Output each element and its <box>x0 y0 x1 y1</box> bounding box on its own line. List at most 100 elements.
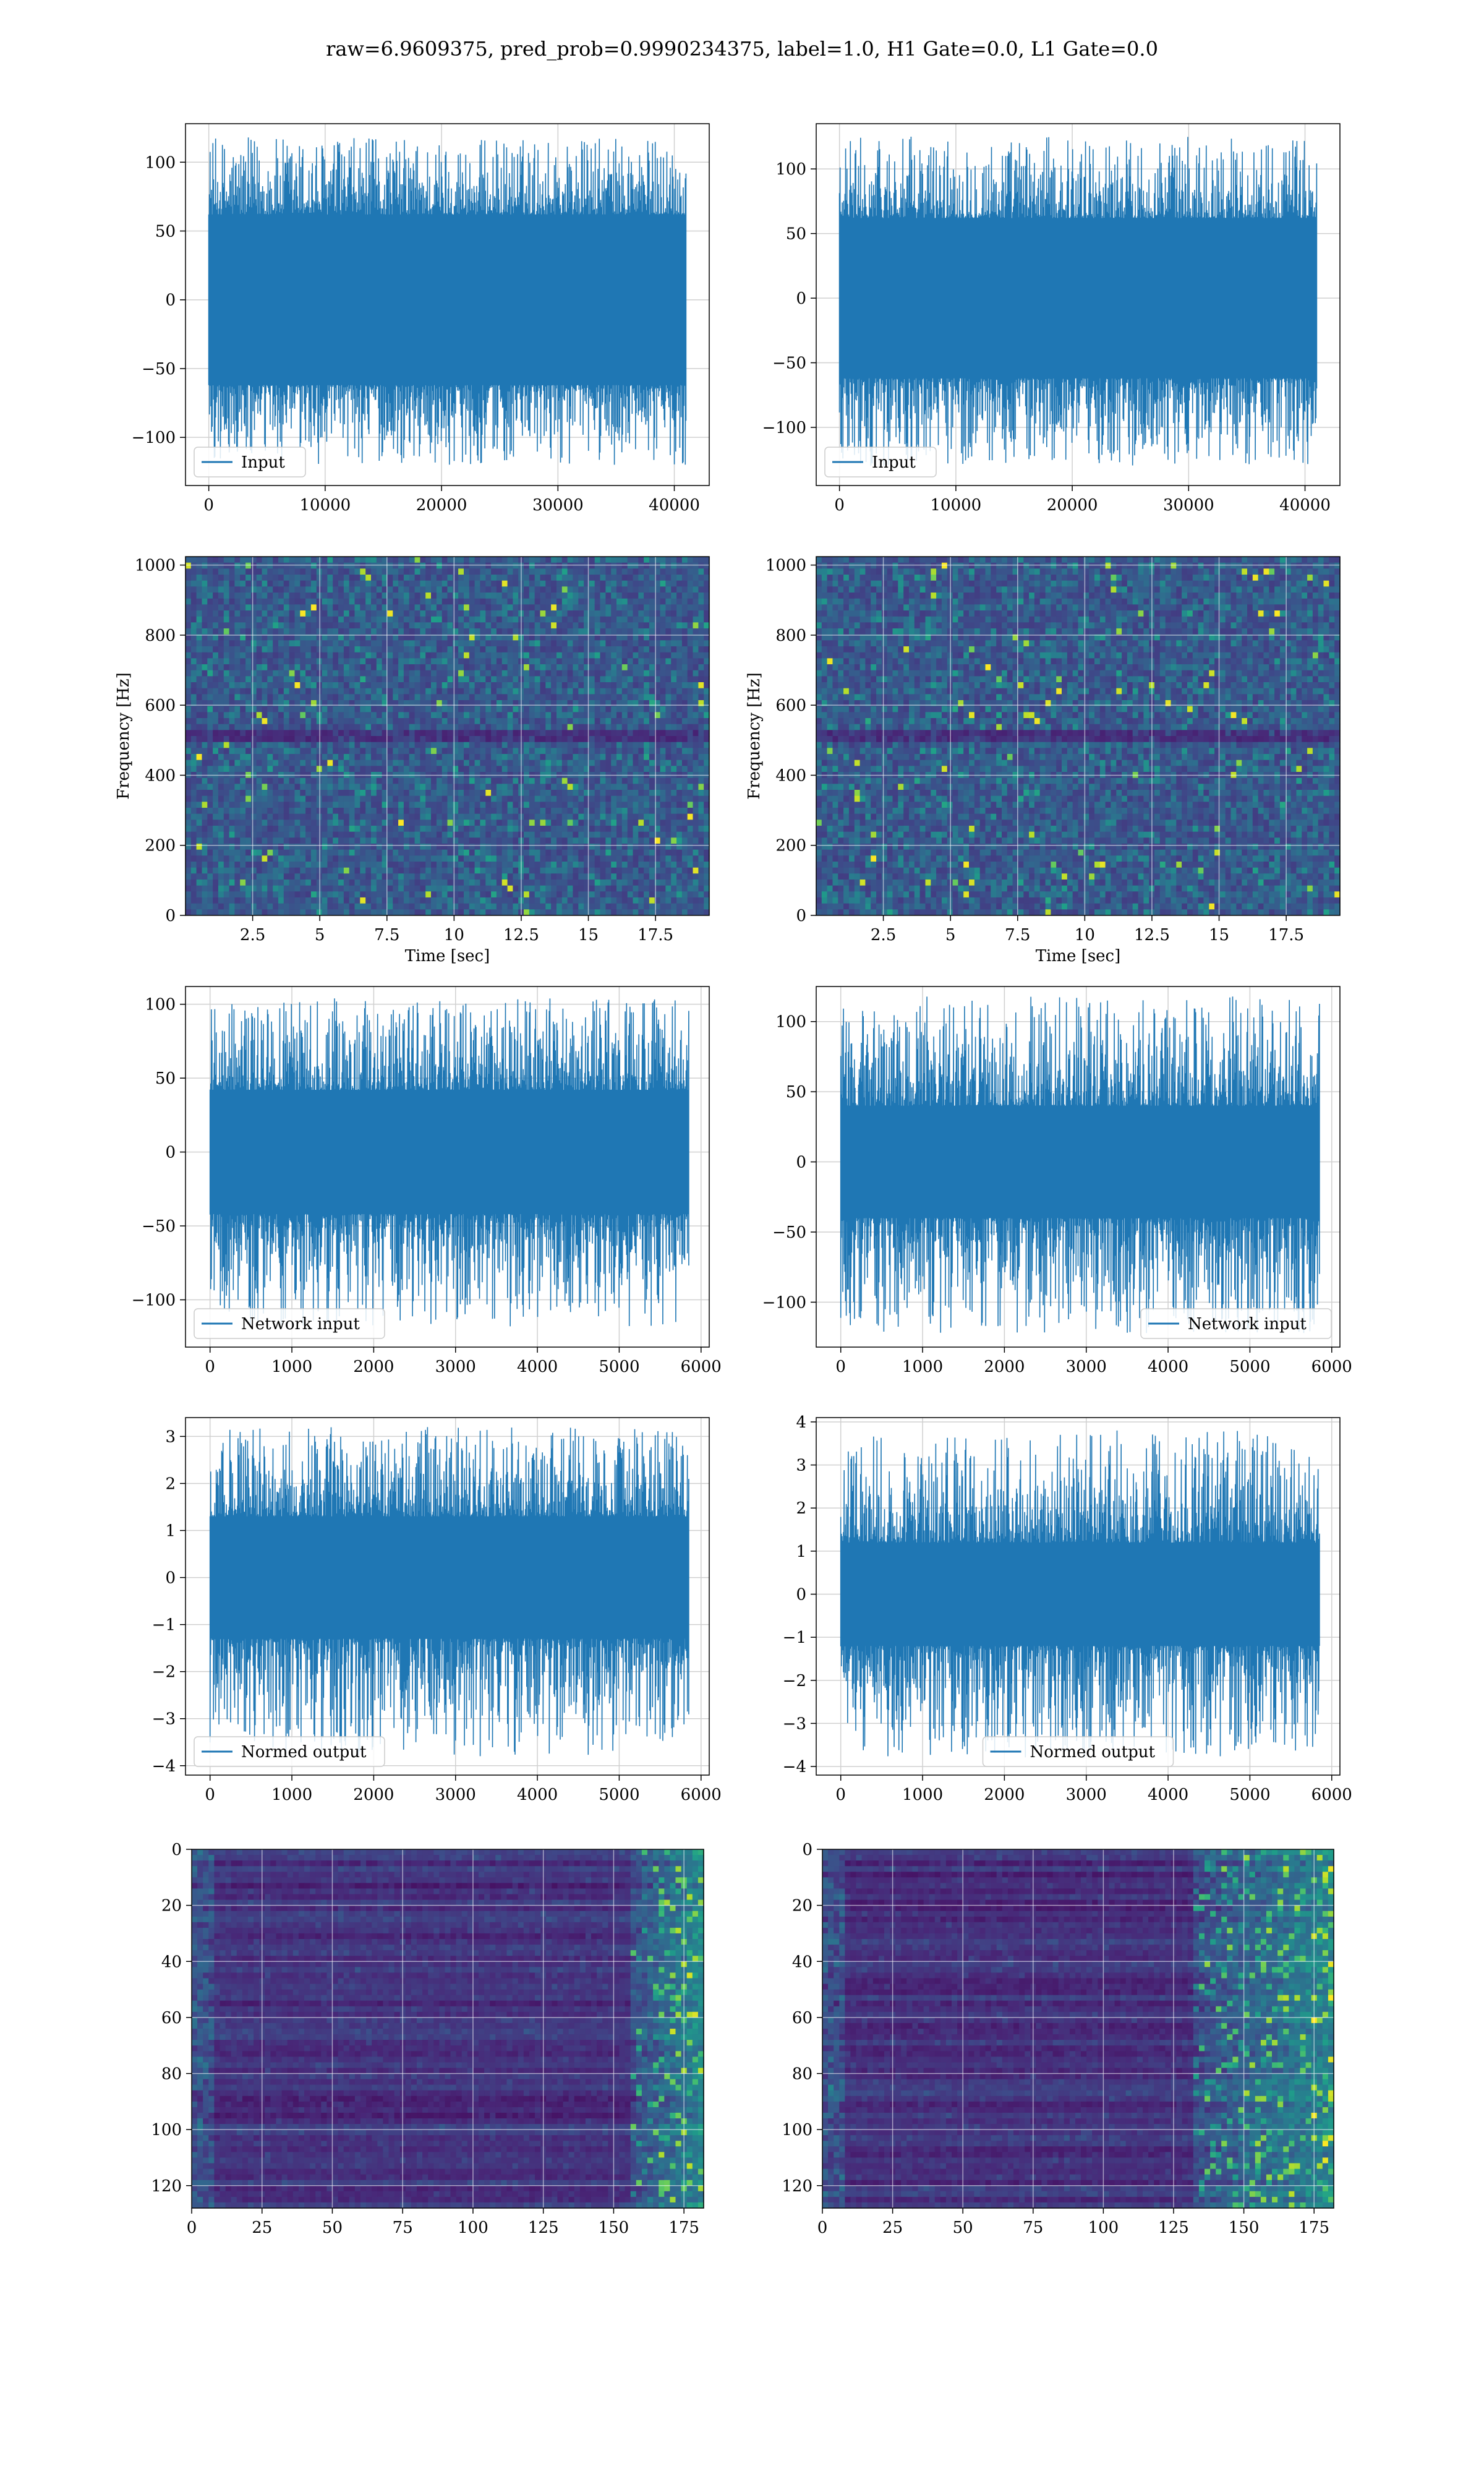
spectrogram-cell <box>529 802 535 808</box>
spectrogram-cell <box>213 766 219 773</box>
spectrogram-cell <box>567 688 573 695</box>
spectrogram-cell <box>414 670 420 677</box>
spectrogram-cell <box>556 604 563 611</box>
spectrogram-cell <box>354 593 360 599</box>
spectrogram-cell <box>240 777 246 784</box>
spectrogram-cell <box>387 557 393 563</box>
spectrogram-cell <box>436 766 443 773</box>
spectrogram-cell <box>273 568 279 575</box>
spectrogram-cell <box>387 610 393 617</box>
spectrogram-cell <box>447 777 453 784</box>
spectrogram-cell <box>218 598 224 605</box>
spectrogram-cell <box>186 598 192 605</box>
spectrogram-cell <box>190 676 197 683</box>
spectrogram-cell <box>491 604 497 611</box>
spectrogram-cell <box>436 891 443 898</box>
spectrogram-cell <box>573 562 579 569</box>
spectrogram-cell <box>447 712 453 719</box>
spectrogram-cell <box>349 760 356 766</box>
spectrogram-cell <box>354 736 360 743</box>
spectrogram-cell <box>234 676 241 683</box>
spectrogram-cell <box>600 640 606 647</box>
spectrogram-cell <box>278 844 284 850</box>
spectrogram-cell <box>578 766 584 773</box>
spectrogram-cell <box>420 837 426 844</box>
spectrogram-cell <box>436 855 443 862</box>
spectrogram-cell <box>600 820 606 826</box>
spectrogram-cell <box>327 568 333 575</box>
spectrogram-cell <box>218 575 224 581</box>
spectrogram-cell <box>294 610 301 617</box>
spectrogram-cell <box>223 903 230 910</box>
spectrogram-cell <box>338 670 344 677</box>
spectrogram-cell <box>387 634 393 641</box>
spectrogram-cell <box>458 837 464 844</box>
spectrogram-cell <box>234 652 241 659</box>
spectrogram-cell <box>338 688 344 695</box>
spectrogram-cell <box>621 610 628 617</box>
spectrogram-cell <box>431 777 437 784</box>
heatmap-cells <box>186 557 710 916</box>
spectrogram-cell <box>534 777 541 784</box>
spectrogram-cell <box>186 760 192 766</box>
spectrogram-cell <box>447 688 453 695</box>
spectrogram-cell <box>561 760 568 766</box>
spectrogram-cell <box>616 813 623 820</box>
spectrogram-cell <box>441 557 448 563</box>
spectrogram-cell <box>234 580 241 587</box>
spectrogram-cell <box>545 795 552 802</box>
spectrogram-cell <box>289 903 295 910</box>
spectrogram-cell <box>202 712 208 719</box>
spectrogram-cell <box>333 820 339 826</box>
spectrogram-cell <box>360 694 366 701</box>
spectrogram-cell <box>289 640 295 647</box>
spectrogram-cell <box>616 604 623 611</box>
spectrogram-cell <box>300 682 306 689</box>
spectrogram-cell <box>223 658 230 665</box>
spectrogram-cell <box>458 730 464 737</box>
spectrogram-cell <box>305 891 312 898</box>
spectrogram-cell <box>322 777 328 784</box>
spectrogram-cell <box>425 891 432 898</box>
spectrogram-cell <box>196 682 202 689</box>
spectrogram-cell <box>567 694 573 701</box>
spectrogram-cell <box>567 742 573 748</box>
spectrogram-cell <box>578 580 584 587</box>
spectrogram-cell <box>250 640 257 647</box>
spectrogram-cell <box>256 694 263 701</box>
spectrogram-cell <box>338 844 344 850</box>
spectrogram-cell <box>409 664 416 671</box>
spectrogram-cell <box>294 670 301 677</box>
spectrogram-cell <box>398 640 404 647</box>
spectrogram-cell <box>196 646 202 653</box>
spectrogram-cell <box>540 568 546 575</box>
spectrogram-cell <box>540 712 546 719</box>
spectrogram-cell <box>561 742 568 748</box>
spectrogram-cell <box>453 849 459 856</box>
spectrogram-cell <box>589 844 595 850</box>
spectrogram-cell <box>441 862 448 868</box>
spectrogram-cell <box>305 784 312 790</box>
spectrogram-cell <box>262 628 268 635</box>
spectrogram-cell <box>425 658 432 665</box>
spectrogram-cell <box>600 652 606 659</box>
spectrogram-cell <box>250 712 257 719</box>
spectrogram-cell <box>453 766 459 773</box>
spectrogram-cell <box>441 700 448 707</box>
spectrogram-cell <box>398 784 404 790</box>
spectrogram-cell <box>485 831 492 838</box>
spectrogram-cell <box>273 562 279 569</box>
spectrogram-cell <box>338 784 344 790</box>
spectrogram-cell <box>594 670 601 677</box>
spectrogram-cell <box>354 760 360 766</box>
spectrogram-cell <box>190 688 197 695</box>
spectrogram-cell <box>300 658 306 665</box>
spectrogram-cell <box>594 622 601 629</box>
spectrogram-cell <box>551 867 557 874</box>
spectrogram-cell <box>186 634 192 641</box>
spectrogram-cell <box>480 628 486 635</box>
spectrogram-cell <box>431 568 437 575</box>
spectrogram-cell <box>250 628 257 635</box>
spectrogram-cell <box>480 724 486 730</box>
spectrogram-cell <box>501 849 508 856</box>
